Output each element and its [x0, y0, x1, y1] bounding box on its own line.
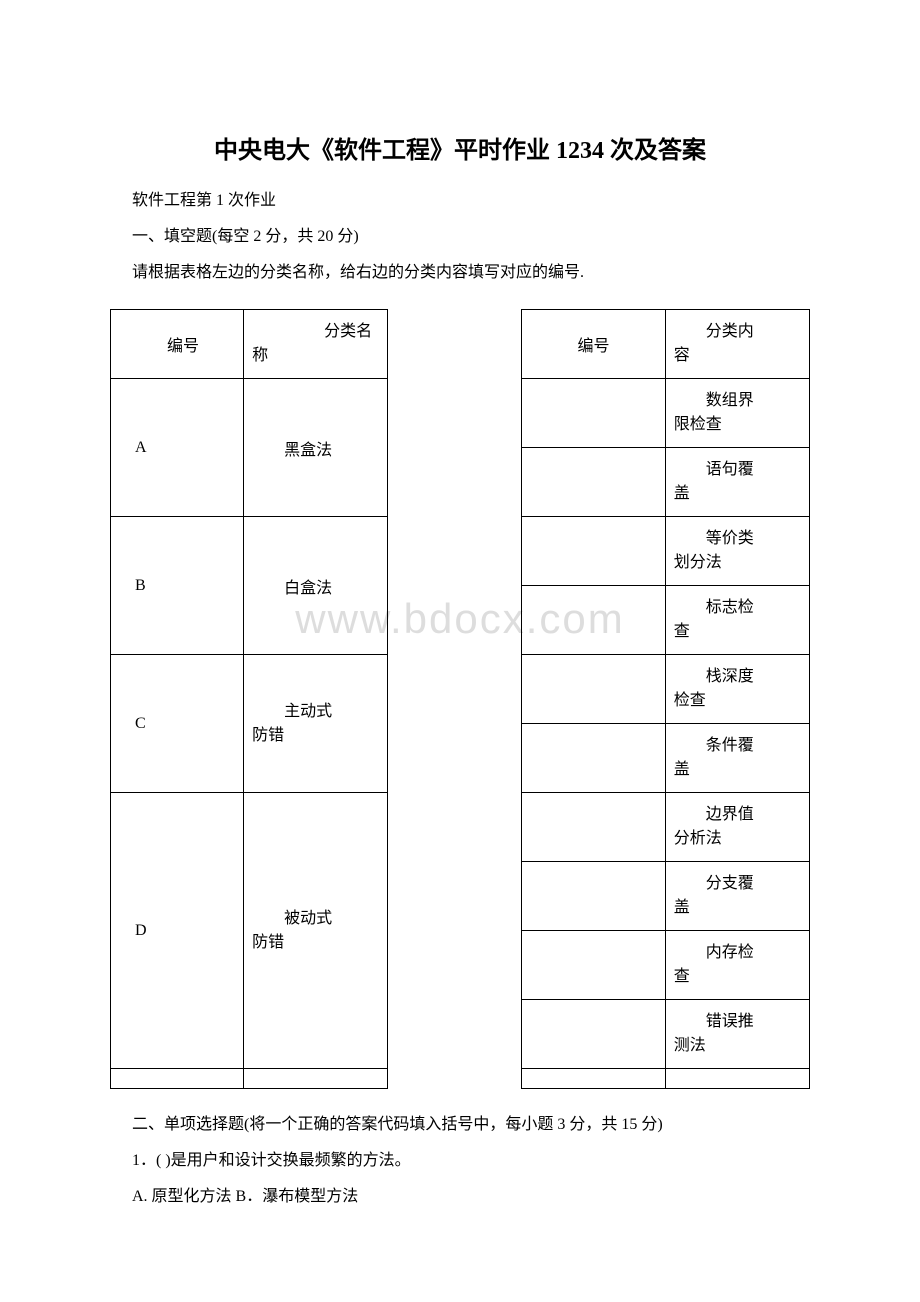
cell-num-4	[521, 586, 665, 655]
cell-content-6: 条件覆盖	[665, 724, 809, 793]
header-content: 分类内容	[665, 310, 809, 379]
cell-num-8	[521, 862, 665, 931]
cell-id-a: A	[111, 379, 244, 517]
table-header-row: 编号 分类名称 编号 分类内容	[111, 310, 810, 379]
question1-options: A. 原型化方法 B．瀑布模型方法	[100, 1181, 820, 1213]
classification-table: 编号 分类名称 编号 分类内容 A 黑盒法 数组界限检查 语句覆盖 B 白盒法 …	[110, 309, 810, 1089]
section1-instruction: 请根据表格左边的分类名称，给右边的分类内容填写对应的编号.	[100, 257, 820, 289]
header-name: 分类名称	[244, 310, 388, 379]
section1-title: 一、填空题(每空 2 分，共 20 分)	[100, 221, 820, 253]
cell-name-d: 被动式防错	[244, 793, 388, 1069]
cell-empty-1	[111, 1069, 244, 1089]
header-num: 编号	[521, 310, 665, 379]
cell-name-c: 主动式防错	[244, 655, 388, 793]
cell-content-8: 分支覆盖	[665, 862, 809, 931]
question1-text: 1．( )是用户和设计交换最频繁的方法。	[100, 1145, 820, 1177]
cell-num-5	[521, 655, 665, 724]
table-gap	[388, 310, 521, 1089]
cell-content-7: 边界值分析法	[665, 793, 809, 862]
cell-content-4: 标志检查	[665, 586, 809, 655]
cell-num-9	[521, 931, 665, 1000]
header-id: 编号	[111, 310, 244, 379]
cell-content-3: 等价类划分法	[665, 517, 809, 586]
cell-content-2: 语句覆盖	[665, 448, 809, 517]
cell-id-c: C	[111, 655, 244, 793]
section2-title: 二、单项选择题(将一个正确的答案代码填入括号中，每小题 3 分，共 15 分)	[100, 1109, 820, 1141]
cell-id-d: D	[111, 793, 244, 1069]
subtitle-text: 软件工程第 1 次作业	[100, 185, 820, 217]
cell-num-1	[521, 379, 665, 448]
cell-num-3	[521, 517, 665, 586]
cell-empty-3	[521, 1069, 665, 1089]
cell-empty-4	[665, 1069, 809, 1089]
cell-empty-2	[244, 1069, 388, 1089]
page-title: 中央电大《软件工程》平时作业 1234 次及答案	[100, 130, 820, 165]
cell-content-1: 数组界限检查	[665, 379, 809, 448]
cell-num-2	[521, 448, 665, 517]
cell-content-5: 栈深度检查	[665, 655, 809, 724]
cell-num-7	[521, 793, 665, 862]
cell-content-10: 错误推测法	[665, 1000, 809, 1069]
cell-name-b: 白盒法	[244, 517, 388, 655]
cell-name-a: 黑盒法	[244, 379, 388, 517]
cell-num-10	[521, 1000, 665, 1069]
cell-content-9: 内存检查	[665, 931, 809, 1000]
classification-table-container: 编号 分类名称 编号 分类内容 A 黑盒法 数组界限检查 语句覆盖 B 白盒法 …	[110, 309, 810, 1089]
cell-id-b: B	[111, 517, 244, 655]
cell-num-6	[521, 724, 665, 793]
